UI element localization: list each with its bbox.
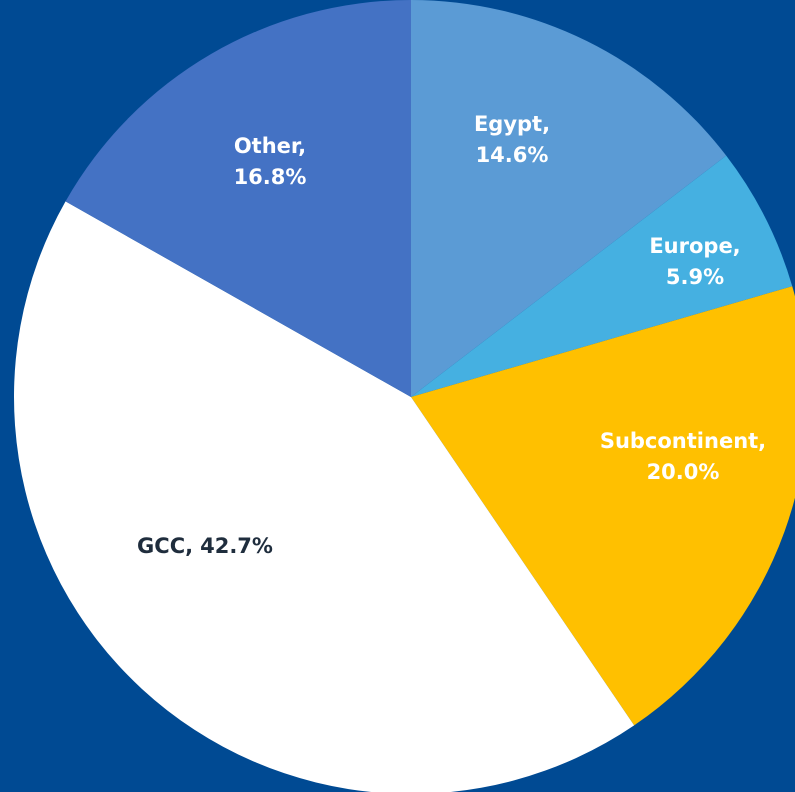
pie-slice bbox=[65, 0, 411, 397]
label-name: GCC, bbox=[137, 534, 193, 558]
label-value: 14.6% bbox=[476, 143, 549, 167]
label-name: Subcontinent, bbox=[600, 429, 766, 453]
label-value: 20.0% bbox=[647, 460, 720, 484]
data-label: Other, 16.8% bbox=[234, 134, 307, 189]
label-value: 42.7% bbox=[200, 534, 273, 558]
data-label: Egypt, 14.6% bbox=[474, 112, 550, 167]
pie-slice bbox=[14, 201, 635, 792]
pie-slice bbox=[411, 286, 795, 726]
label-name: Europe, bbox=[649, 234, 740, 258]
pie-slice bbox=[411, 0, 727, 397]
data-label: GCC, 42.7% bbox=[137, 534, 273, 558]
pie-slice bbox=[411, 155, 793, 397]
label-name: Other, bbox=[234, 134, 306, 158]
label-value: 5.9% bbox=[666, 265, 724, 289]
data-label: Europe, 5.9% bbox=[649, 234, 740, 289]
data-label: Subcontinent, 20.0% bbox=[600, 429, 766, 484]
label-value: 16.8% bbox=[234, 165, 307, 189]
label-name: Egypt, bbox=[474, 112, 550, 136]
